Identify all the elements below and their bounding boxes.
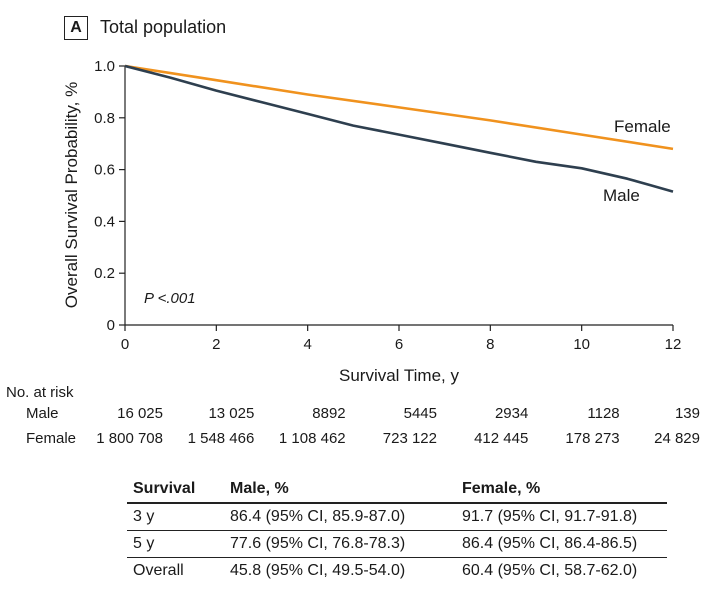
y-tick-label: 1.0	[94, 58, 115, 75]
survival-summary-table: Survival Male, % Female, % 3 y 86.4 (95%…	[127, 476, 667, 584]
panel-label: A	[64, 16, 88, 40]
y-tick-label: 0.6	[94, 162, 115, 179]
y-tick-label: 0.2	[94, 265, 115, 282]
chart-title: Total population	[100, 17, 227, 37]
table-cell: 60.4 (95% CI, 58.7-62.0)	[462, 562, 638, 579]
series-label-female: Female	[614, 117, 671, 136]
risk-value: 412 445	[474, 430, 529, 447]
x-axis-title: Survival Time, y	[339, 366, 459, 385]
x-tick-label: 8	[486, 336, 494, 353]
survival-chart: 0 0.2 0.4 0.6 0.8 1.0 0 2 4 6 8 10 12 Overall Survi…	[62, 58, 682, 385]
p-value-annotation: P <.001	[144, 290, 196, 307]
x-tick-label: 2	[212, 336, 220, 353]
table-cell: 5 y	[127, 530, 224, 558]
risk-value: 1 108 462	[278, 430, 346, 447]
risk-value: 5445	[403, 405, 437, 422]
summary-header-female: Female, %	[456, 476, 667, 504]
x-tick-label: 10	[573, 336, 590, 353]
x-tick-label: 12	[665, 336, 682, 353]
series-line-female	[124, 64, 674, 151]
table-cell: 77.6 (95% CI, 76.8-78.3)	[224, 530, 456, 558]
table-cell: 91.7 (95% CI, 91.7-91.8)	[456, 503, 667, 531]
y-tick-label: 0.8	[94, 110, 115, 127]
table-cell: 86.4 (95% CI, 85.9-87.0)	[224, 503, 456, 531]
y-tick-label: 0	[107, 317, 115, 334]
risk-value: 16 025	[117, 405, 163, 422]
risk-value: 2934	[494, 405, 529, 422]
table-cell: 86.4 (95% CI, 86.4-86.5)	[456, 530, 667, 558]
x-tick-label: 0	[121, 336, 129, 353]
risk-value: 24 829	[654, 430, 700, 447]
risk-value: 8892	[312, 405, 346, 422]
risk-row-label-female: Female	[26, 430, 77, 447]
risk-value: 723 122	[382, 430, 437, 447]
risk-value: 1 548 466	[187, 430, 255, 447]
risk-row-label-male: Male	[26, 405, 59, 422]
table-row: 3 y 86.4 (95% CI, 85.9-87.0) 91.7 (95% C…	[127, 503, 667, 531]
summary-header-row: Survival Male, % Female, %	[127, 476, 667, 504]
table-cell: Overall	[133, 562, 184, 579]
x-tick-label: 4	[303, 336, 311, 353]
risk-value: 139	[674, 405, 700, 422]
y-axis-title: Overall Survival Probability, %	[62, 82, 81, 308]
x-tick-label: 6	[395, 336, 403, 353]
summary-header-male: Male, %	[224, 476, 456, 504]
table-row: Overall 45.8 (95% CI, 49.5-54.0) 60.4 (9…	[127, 558, 667, 585]
risk-value: 1 800 708	[96, 430, 163, 447]
risk-value: 1128	[587, 405, 620, 422]
series-line-male	[124, 64, 674, 193]
risk-value: 13 025	[208, 405, 255, 422]
risk-table-title: No. at risk	[6, 384, 74, 401]
table-cell: 45.8 (95% CI, 49.5-54.0)	[230, 562, 406, 579]
table-row: 5 y 77.6 (95% CI, 76.8-78.3) 86.4 (95% C…	[127, 530, 667, 558]
table-cell: 3 y	[127, 503, 224, 531]
series-label-male: Male	[603, 186, 640, 205]
y-tick-label: 0.4	[94, 213, 115, 230]
risk-value: 178 273	[565, 430, 620, 447]
summary-header-survival: Survival	[127, 476, 224, 504]
